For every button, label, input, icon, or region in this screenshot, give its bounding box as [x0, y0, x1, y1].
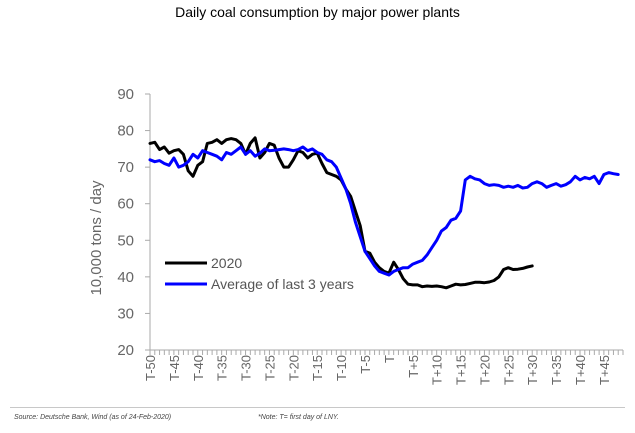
y-tick-label: 40: [117, 269, 134, 286]
coal-consumption-chart: 20 30 40 50 60 70 80 90 T-50 T-45 T-40 T-35 T-30 T-2…: [88, 86, 624, 385]
legend: 2020 Average of last 3 years: [165, 255, 354, 292]
x-axis: T-50 T-45 T-40 T-35 T-30 T-25 T-20 T-15 T-10 T-5 T…: [143, 349, 624, 385]
x-tick-label: T+25: [501, 355, 516, 385]
lny-note: *Note: T= first day of LNY.: [258, 414, 339, 421]
legend-label: Average of last 3 years: [211, 276, 354, 292]
x-tick-label: T-35: [215, 355, 230, 381]
series-lines: [148, 136, 620, 290]
y-axis-label: 10,000 tons / day: [88, 180, 105, 296]
x-tick-label: T+40: [573, 355, 588, 385]
x-tick-label: T-5: [358, 355, 373, 374]
y-tick-label: 30: [117, 305, 134, 322]
x-tick-label: T-45: [167, 355, 182, 381]
x-tick-label: T-20: [286, 355, 301, 381]
x-tick-label: T+45: [597, 355, 612, 385]
x-tick-label: T-30: [239, 355, 254, 381]
y-tick-label: 20: [117, 342, 134, 359]
legend-label: 2020: [211, 255, 242, 271]
footer-divider: [10, 407, 625, 408]
series-line-2020: [148, 136, 534, 290]
x-tick-label: T-50: [143, 355, 158, 381]
y-tick-label: 70: [117, 159, 134, 176]
x-tick-label: T+10: [430, 355, 445, 385]
y-axis: 20 30 40 50 60 70 80 90: [117, 86, 151, 359]
x-tick-label: T-40: [191, 355, 206, 381]
y-tick-label: 60: [117, 196, 134, 213]
y-tick-label: 90: [117, 86, 134, 103]
y-tick-label: 50: [117, 232, 134, 249]
y-tick-label: 80: [117, 123, 134, 140]
x-tick-label: T+30: [525, 355, 540, 385]
x-tick-label: T-25: [262, 355, 277, 381]
chart-title: Daily coal consumption by major power pl…: [175, 4, 460, 20]
source-note: Source: Deutsche Bank, Wind (as of 24-Fe…: [14, 414, 172, 421]
x-tick-label: T-10: [334, 355, 349, 381]
x-tick-label: T+5: [406, 355, 421, 378]
x-tick-label: T: [382, 355, 397, 363]
x-tick-label: T+15: [454, 355, 469, 385]
series-line-avg-3-years: [148, 145, 620, 277]
x-tick-label: T-15: [310, 355, 325, 381]
x-tick-label: T+20: [477, 355, 492, 385]
x-tick-label: T+35: [549, 355, 564, 385]
